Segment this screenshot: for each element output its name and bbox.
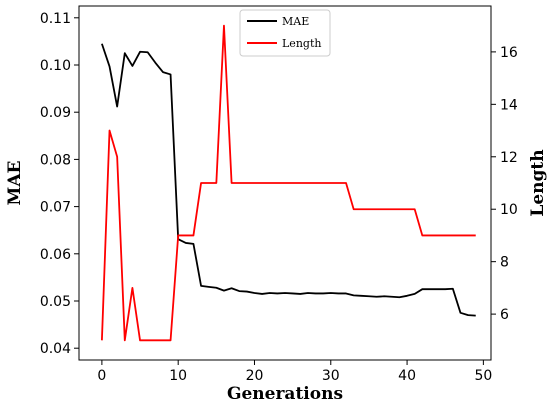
- legend: MAE Length: [239, 9, 331, 57]
- left-y-tick-label: 0.10: [40, 58, 71, 74]
- series-line-length: [100, 24, 476, 342]
- left-y-tick-label: 0.08: [40, 152, 71, 168]
- series-line-mae: [101, 43, 476, 317]
- left-y-tick-label: 0.09: [40, 105, 71, 121]
- legend-label-length: Length: [282, 37, 321, 50]
- right-y-tick-label: 14: [500, 97, 518, 113]
- left-y-tick-label: 0.05: [40, 294, 71, 310]
- x-axis-title: Generations: [227, 384, 343, 404]
- x-tick-label: 50: [474, 368, 492, 384]
- right-y-tick-label: 12: [500, 150, 518, 166]
- series-lines: [100, 24, 476, 342]
- legend-label-mae: MAE: [282, 15, 309, 28]
- right-y-tick-label: 16: [500, 45, 518, 61]
- right-y-tick-label: 10: [500, 202, 518, 218]
- x-tick-label: 0: [97, 368, 106, 384]
- x-tick-label: 20: [246, 368, 264, 384]
- left-y-tick-label: 0.04: [40, 341, 71, 357]
- axis-ticks: 0 10 20 30 40 50 0.04 0.05 0.06 0.07 0.08 0.09 0.10 0…: [40, 11, 518, 384]
- right-axis-title: Length: [528, 149, 548, 216]
- right-y-tick-label: 8: [500, 255, 509, 271]
- x-tick-label: 10: [169, 368, 187, 384]
- x-tick-label: 40: [398, 368, 416, 384]
- left-y-tick-label: 0.06: [40, 247, 71, 263]
- left-y-tick-label: 0.07: [40, 200, 71, 216]
- x-tick-label: 30: [322, 368, 340, 384]
- plot-frame: [78, 5, 492, 361]
- right-y-tick-label: 6: [500, 307, 509, 323]
- left-axis-title: MAE: [5, 160, 25, 205]
- left-y-tick-label: 0.11: [40, 11, 71, 27]
